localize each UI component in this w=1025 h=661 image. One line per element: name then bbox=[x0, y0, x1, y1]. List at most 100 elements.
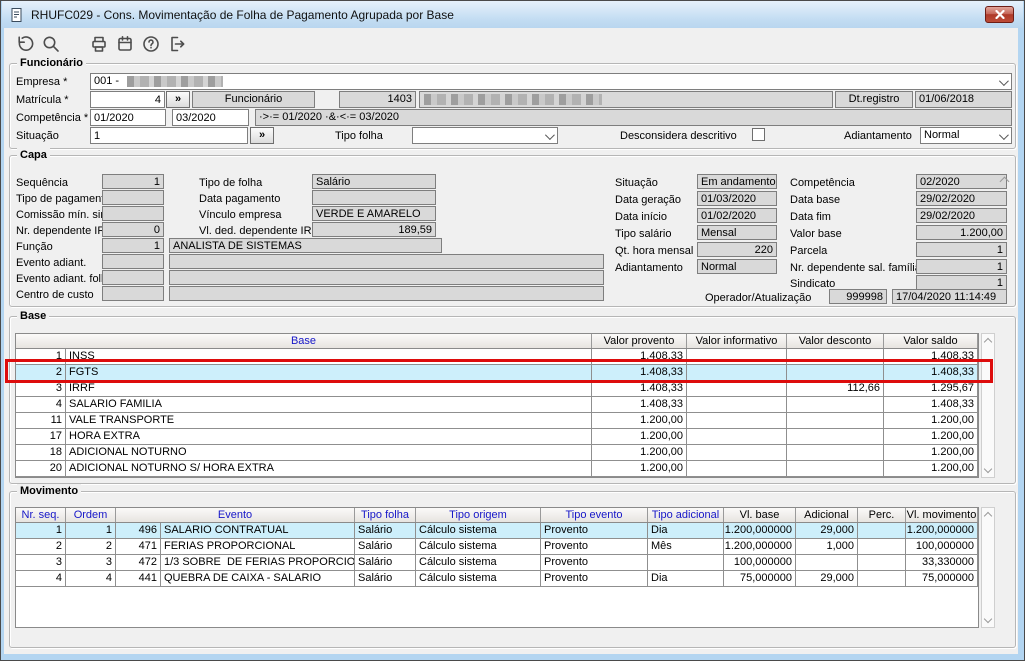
table-row[interactable]: 18 ADICIONAL NOTURNO 1.200,00 1.200,00 bbox=[16, 445, 978, 461]
table-row[interactable]: 11 VALE TRANSPORTE 1.200,00 1.200,00 bbox=[16, 413, 978, 429]
exit-button[interactable] bbox=[164, 31, 190, 57]
vinculo-empresa-value: VERDE E AMARELO bbox=[312, 206, 436, 221]
matricula-input[interactable] bbox=[90, 91, 165, 108]
table-cell: 4 bbox=[16, 571, 66, 586]
column-header[interactable]: Valor provento bbox=[592, 334, 687, 348]
adiantamento-combobox[interactable]: Normal bbox=[920, 127, 1012, 144]
column-header[interactable]: Valor informativo bbox=[687, 334, 787, 348]
table-row[interactable]: 17 HORA EXTRA 1.200,00 1.200,00 bbox=[16, 429, 978, 445]
table-cell: Provento bbox=[541, 571, 648, 586]
desconsidera-checkbox[interactable] bbox=[752, 128, 765, 141]
column-header[interactable]: Valor saldo bbox=[884, 334, 978, 348]
nr-dep-sal-label: Nr. dependente sal. família bbox=[790, 262, 921, 274]
table-row[interactable]: 20 ADICIONAL NOTURNO S/ HORA EXTRA 1.200,0… bbox=[16, 461, 978, 477]
redacted-employee-name bbox=[424, 94, 602, 105]
table-cell: 20 bbox=[16, 461, 66, 476]
table-row[interactable]: 1 INSS 1.408,33 1.408,33 bbox=[16, 349, 978, 365]
table-cell: Provento bbox=[541, 539, 648, 554]
table-cell bbox=[687, 413, 787, 428]
table-cell: ADICIONAL NOTURNO S/ HORA EXTRA bbox=[66, 461, 592, 476]
capa-groupbox: Capa Sequência 1 Tipo de pagamento Comis… bbox=[9, 148, 1016, 307]
column-header[interactable]: Tipo origem bbox=[416, 508, 541, 522]
chevron-down-icon[interactable] bbox=[998, 76, 1009, 87]
table-row[interactable]: 2 2 471 FERIAS PROPORCIONAL Salário Cálculo s… bbox=[16, 539, 978, 555]
table-cell: 3 bbox=[66, 555, 116, 570]
competencia-to-input[interactable] bbox=[172, 109, 249, 126]
table-cell: 1.200,000000 bbox=[724, 539, 796, 554]
table-row[interactable]: 4 SALARIO FAMILIA 1.408,33 1.408,33 bbox=[16, 397, 978, 413]
capa-competencia-label: Competência bbox=[790, 177, 855, 189]
table-cell: 496 bbox=[116, 523, 161, 538]
column-header[interactable]: Adicional bbox=[796, 508, 858, 522]
column-header[interactable]: Tipo adicional bbox=[648, 508, 724, 522]
close-button[interactable] bbox=[985, 6, 1014, 23]
column-header[interactable]: Valor desconto bbox=[787, 334, 884, 348]
matricula-lookup-button[interactable]: » bbox=[166, 91, 190, 108]
search-button[interactable] bbox=[38, 31, 64, 57]
chevron-down-icon[interactable] bbox=[998, 130, 1009, 141]
table-row[interactable]: 3 IRRF 1.408,33 112,66 1.295,67 bbox=[16, 381, 978, 397]
column-header[interactable]: Tipo evento bbox=[541, 508, 648, 522]
print-button[interactable] bbox=[86, 31, 112, 57]
competencia-from-input[interactable] bbox=[90, 109, 166, 126]
table-cell: 4 bbox=[66, 571, 116, 586]
column-header[interactable]: Base bbox=[16, 334, 592, 348]
base-scrollbar[interactable] bbox=[981, 333, 995, 478]
table-cell: 1.408,33 bbox=[592, 381, 687, 396]
scroll-down-icon[interactable] bbox=[983, 464, 993, 474]
undo-button[interactable] bbox=[12, 31, 38, 57]
situacao-input[interactable] bbox=[90, 127, 248, 144]
table-cell: 1.200,00 bbox=[884, 413, 978, 428]
table-cell bbox=[687, 381, 787, 396]
competencia-label: Competência * bbox=[16, 112, 89, 124]
column-header[interactable]: Ordem bbox=[66, 508, 116, 522]
calendar-button[interactable] bbox=[112, 31, 138, 57]
operador-value: 999998 bbox=[829, 289, 887, 304]
help-button[interactable] bbox=[138, 31, 164, 57]
tipo-salario-value: Mensal bbox=[697, 225, 777, 240]
data-fim-value: 29/02/2020 bbox=[916, 208, 1007, 223]
dt-registro-value: 01/06/2018 bbox=[915, 91, 1012, 108]
table-cell bbox=[787, 413, 884, 428]
table-cell: 11 bbox=[16, 413, 66, 428]
column-header[interactable]: Vl. movimento bbox=[906, 508, 978, 522]
nr-dep-irrf-value: 0 bbox=[102, 222, 164, 237]
centro-custo-value bbox=[102, 286, 164, 301]
chevron-down-icon[interactable] bbox=[544, 130, 555, 141]
table-cell: 1 bbox=[66, 523, 116, 538]
scroll-down-icon[interactable] bbox=[983, 614, 993, 624]
table-row[interactable]: 1 1 496 SALARIO CONTRATUAL Salário Cálculo si… bbox=[16, 523, 978, 539]
scroll-up-icon[interactable] bbox=[983, 511, 993, 521]
situacao-lookup-button[interactable]: » bbox=[250, 127, 274, 144]
evento-adiant-folha-desc bbox=[169, 270, 604, 285]
table-cell: 100,000000 bbox=[906, 539, 978, 554]
column-header[interactable]: Evento bbox=[116, 508, 355, 522]
column-header[interactable]: Vl. base bbox=[724, 508, 796, 522]
column-header[interactable]: Tipo folha bbox=[355, 508, 416, 522]
table-cell bbox=[787, 461, 884, 476]
table-cell bbox=[787, 365, 884, 380]
table-cell: 1.408,33 bbox=[884, 397, 978, 412]
tipo-folha-label: Tipo folha bbox=[335, 130, 383, 142]
table-cell: Salário bbox=[355, 539, 416, 554]
dt-registro-label: Dt.registro bbox=[835, 91, 913, 108]
operador-datetime: 17/04/2020 11:14:49 bbox=[892, 289, 1007, 304]
scroll-up-icon[interactable] bbox=[983, 337, 993, 347]
movimento-scrollbar[interactable] bbox=[981, 507, 995, 628]
table-cell: 1.200,000000 bbox=[724, 523, 796, 538]
help-icon bbox=[143, 36, 159, 52]
tipo-folha-combobox[interactable] bbox=[412, 127, 558, 144]
vinculo-empresa-label: Vínculo empresa bbox=[199, 209, 282, 221]
movimento-groupbox: Movimento Nr. seq. Ordem Evento Tipo folha T… bbox=[9, 484, 1016, 648]
table-row[interactable]: 4 4 441 QUEBRA DE CAIXA - SALARIO Salário Cál… bbox=[16, 571, 978, 587]
table-cell: Dia bbox=[648, 523, 724, 538]
column-header[interactable]: Nr. seq. bbox=[16, 508, 66, 522]
table-row[interactable]: 2 FGTS 1.408,33 1.408,33 bbox=[16, 365, 978, 381]
tipo-pagamento-label: Tipo de pagamento bbox=[16, 193, 111, 205]
empresa-combobox[interactable]: 001 - bbox=[90, 73, 1012, 90]
table-cell bbox=[687, 397, 787, 412]
funcionario-field-label: Funcionário bbox=[192, 91, 315, 108]
column-header[interactable]: Perc. bbox=[858, 508, 906, 522]
sindicato-label: Sindicato bbox=[790, 278, 836, 290]
